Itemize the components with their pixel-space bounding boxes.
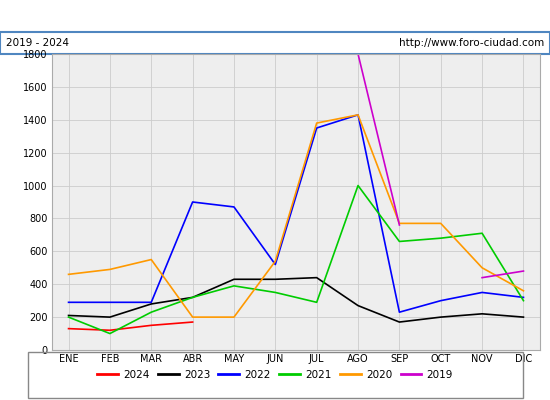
Legend: 2024, 2023, 2022, 2021, 2020, 2019: 2024, 2023, 2022, 2021, 2020, 2019 — [93, 366, 457, 384]
Text: Evolucion Nº Turistas Nacionales en el municipio de Villar de Plasencia: Evolucion Nº Turistas Nacionales en el m… — [41, 10, 509, 22]
Text: http://www.foro-ciudad.com: http://www.foro-ciudad.com — [399, 38, 544, 48]
Text: 2019 - 2024: 2019 - 2024 — [6, 38, 69, 48]
